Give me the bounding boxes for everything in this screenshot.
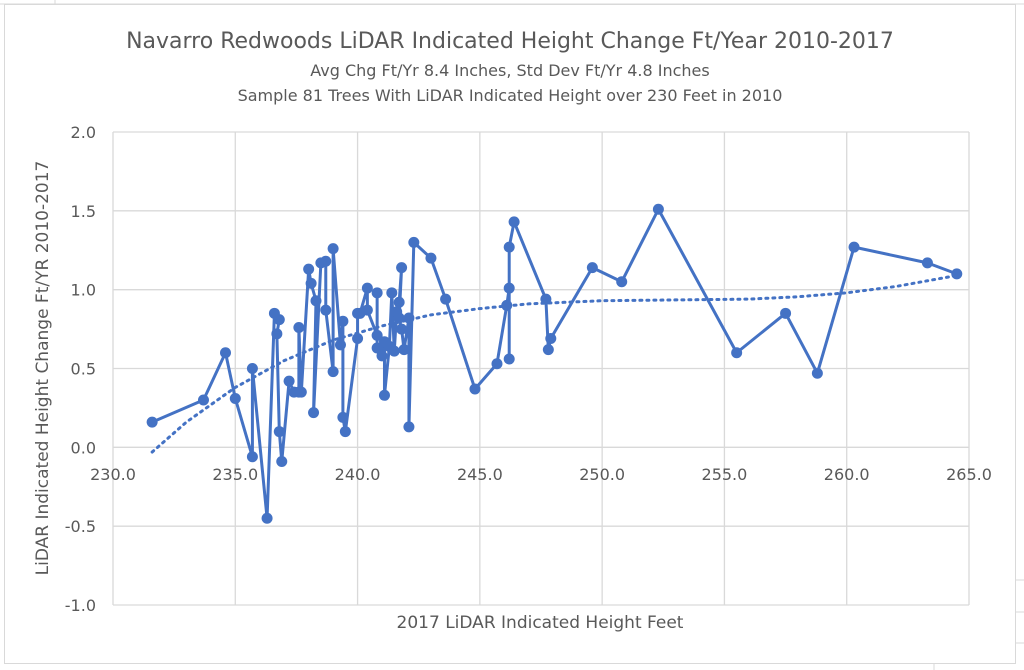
data-point <box>393 296 405 308</box>
data-point <box>246 451 258 463</box>
x-tick-label: 260.0 <box>824 465 870 484</box>
x-tick-label: 230.0 <box>90 465 136 484</box>
x-tick-label: 255.0 <box>702 465 748 484</box>
data-point <box>220 347 232 359</box>
data-point <box>586 262 598 274</box>
x-tick-label: 250.0 <box>579 465 625 484</box>
data-point <box>398 344 410 356</box>
y-tick-label: -1.0 <box>65 596 96 615</box>
data-point <box>731 347 743 359</box>
data-point <box>327 243 339 255</box>
trendline-path <box>150 273 959 454</box>
data-point <box>393 312 405 324</box>
data-point <box>283 375 295 387</box>
data-point <box>293 322 305 334</box>
data-point <box>246 363 258 374</box>
data-point <box>320 304 332 316</box>
x-tick-label: 240.0 <box>335 465 381 484</box>
data-point <box>848 241 860 253</box>
data-point <box>320 255 332 267</box>
data-point <box>503 241 515 253</box>
data-point <box>542 344 554 356</box>
data-point <box>403 421 415 433</box>
y-tick-label: 2.0 <box>71 123 96 142</box>
data-point <box>310 295 322 307</box>
data-point <box>386 287 398 299</box>
data-point <box>303 263 315 275</box>
y-tick-label: 1.5 <box>71 202 96 221</box>
data-point <box>361 304 373 316</box>
x-tick-label: 235.0 <box>212 465 258 484</box>
data-point <box>361 282 373 294</box>
data-point <box>403 312 415 324</box>
data-point <box>508 216 520 228</box>
data-point <box>503 353 515 365</box>
data-point <box>261 512 273 524</box>
data-point <box>352 333 364 345</box>
data-point <box>440 293 452 305</box>
tick-labels: 2.0 1.5 1.0 0.5 0.0 -0.5 -1.0 230.0 235.0 240.0 24… <box>65 123 992 615</box>
data-point <box>388 345 400 357</box>
data-point <box>408 236 420 248</box>
data-point <box>469 383 481 395</box>
data-point <box>308 407 320 419</box>
trendline <box>150 273 959 454</box>
data-point <box>327 366 339 378</box>
data-point <box>376 350 388 362</box>
data-point <box>540 293 552 305</box>
data-point <box>811 367 823 379</box>
data-point <box>273 426 285 438</box>
y-axis-label: LiDAR Indicated Height Change Ft/YR 2010… <box>33 161 53 576</box>
y-tick-label: 0.0 <box>71 438 96 457</box>
data-point <box>378 389 390 401</box>
data-point <box>295 386 307 398</box>
data-point <box>305 277 317 289</box>
data-point <box>616 276 628 288</box>
data-point <box>503 282 515 294</box>
data-point <box>334 339 346 351</box>
data-point <box>146 416 158 428</box>
gridlines <box>112 131 970 606</box>
data-point <box>339 426 351 438</box>
data-point <box>371 329 383 341</box>
data-point <box>652 203 664 215</box>
data-point <box>276 456 288 468</box>
x-axis-label: 2017 LiDAR Indicated Height Feet <box>397 613 684 633</box>
data-point <box>780 307 792 319</box>
data-point <box>371 342 383 354</box>
y-tick-label: -0.5 <box>65 517 96 536</box>
data-point <box>396 262 408 274</box>
data-point <box>921 257 933 269</box>
y-tick-label: 0.5 <box>71 360 96 379</box>
data-point <box>229 392 241 404</box>
data-point <box>337 315 349 327</box>
data-series <box>146 203 963 524</box>
data-point <box>491 358 503 370</box>
data-point <box>197 394 209 406</box>
chart-subtitle-2: Sample 81 Trees With LiDAR Indicated Hei… <box>238 86 783 105</box>
data-point <box>501 299 513 311</box>
x-tick-label: 245.0 <box>457 465 503 484</box>
data-point <box>545 333 557 345</box>
data-point <box>396 323 408 335</box>
chart-title: Navarro Redwoods LiDAR Indicated Height … <box>126 29 894 54</box>
data-point <box>337 411 349 423</box>
x-tick-label: 265.0 <box>946 465 992 484</box>
y-tick-label: 1.0 <box>71 281 96 300</box>
data-point <box>951 268 963 280</box>
data-point <box>425 252 437 264</box>
data-point <box>273 314 285 326</box>
data-point <box>271 328 283 340</box>
chart-subtitle-1: Avg Chg Ft/Yr 8.4 Inches, Std Dev Ft/Yr … <box>310 61 709 80</box>
data-point <box>371 287 383 299</box>
